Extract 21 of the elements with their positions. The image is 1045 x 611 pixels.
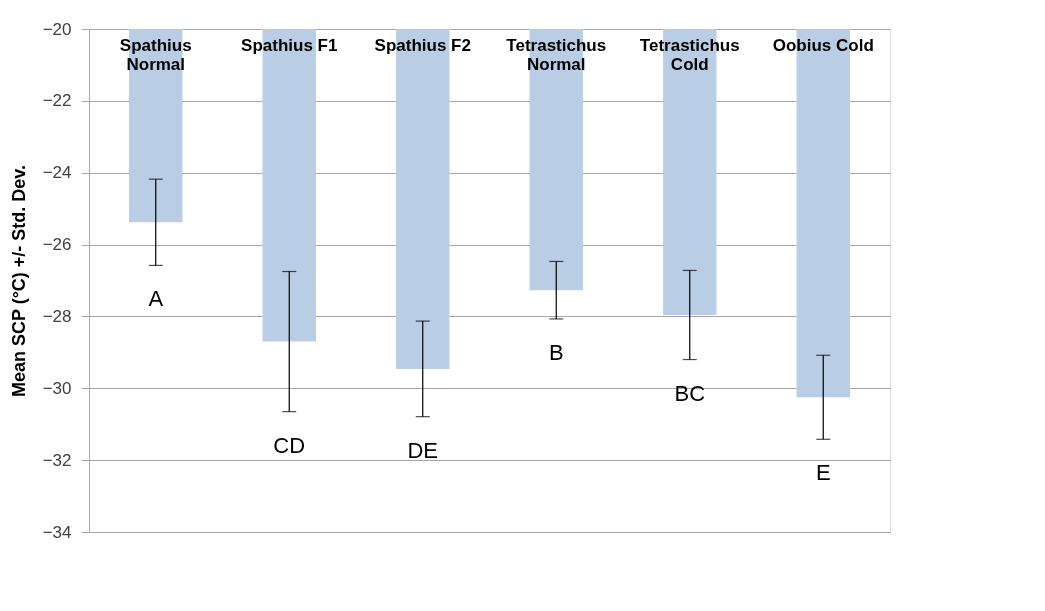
y-axis-title: Mean SCP (°C) +/- Std. Dev. xyxy=(8,164,29,398)
x-tick-label: Tetrastichus Normal xyxy=(506,35,607,74)
y-tick-label: −20 xyxy=(42,19,72,39)
x-tick-label: Oobius Cold xyxy=(772,35,874,55)
x-tick-label: Tetrastichus Cold xyxy=(639,35,740,74)
y-tick-label: −22 xyxy=(42,91,72,111)
x-tick-label: Spathius Normal xyxy=(119,35,192,74)
annotation: A xyxy=(148,286,164,312)
x-tick-label: Spathius F2 xyxy=(374,35,471,55)
annotation: E xyxy=(815,460,831,486)
y-tick-label: −26 xyxy=(42,235,72,255)
y-tick-label: −32 xyxy=(42,450,72,470)
y-tick-label: −34 xyxy=(42,522,72,542)
y-tick-label: −28 xyxy=(42,306,72,326)
y-tick-label: −24 xyxy=(42,163,72,183)
y-tick-label: −30 xyxy=(42,378,72,398)
annotation: BC xyxy=(674,380,706,406)
annotation: DE xyxy=(407,437,439,463)
x-tick-label: Spathius F1 xyxy=(241,35,338,55)
annotation: CD xyxy=(273,432,306,458)
annotation: B xyxy=(548,339,564,365)
